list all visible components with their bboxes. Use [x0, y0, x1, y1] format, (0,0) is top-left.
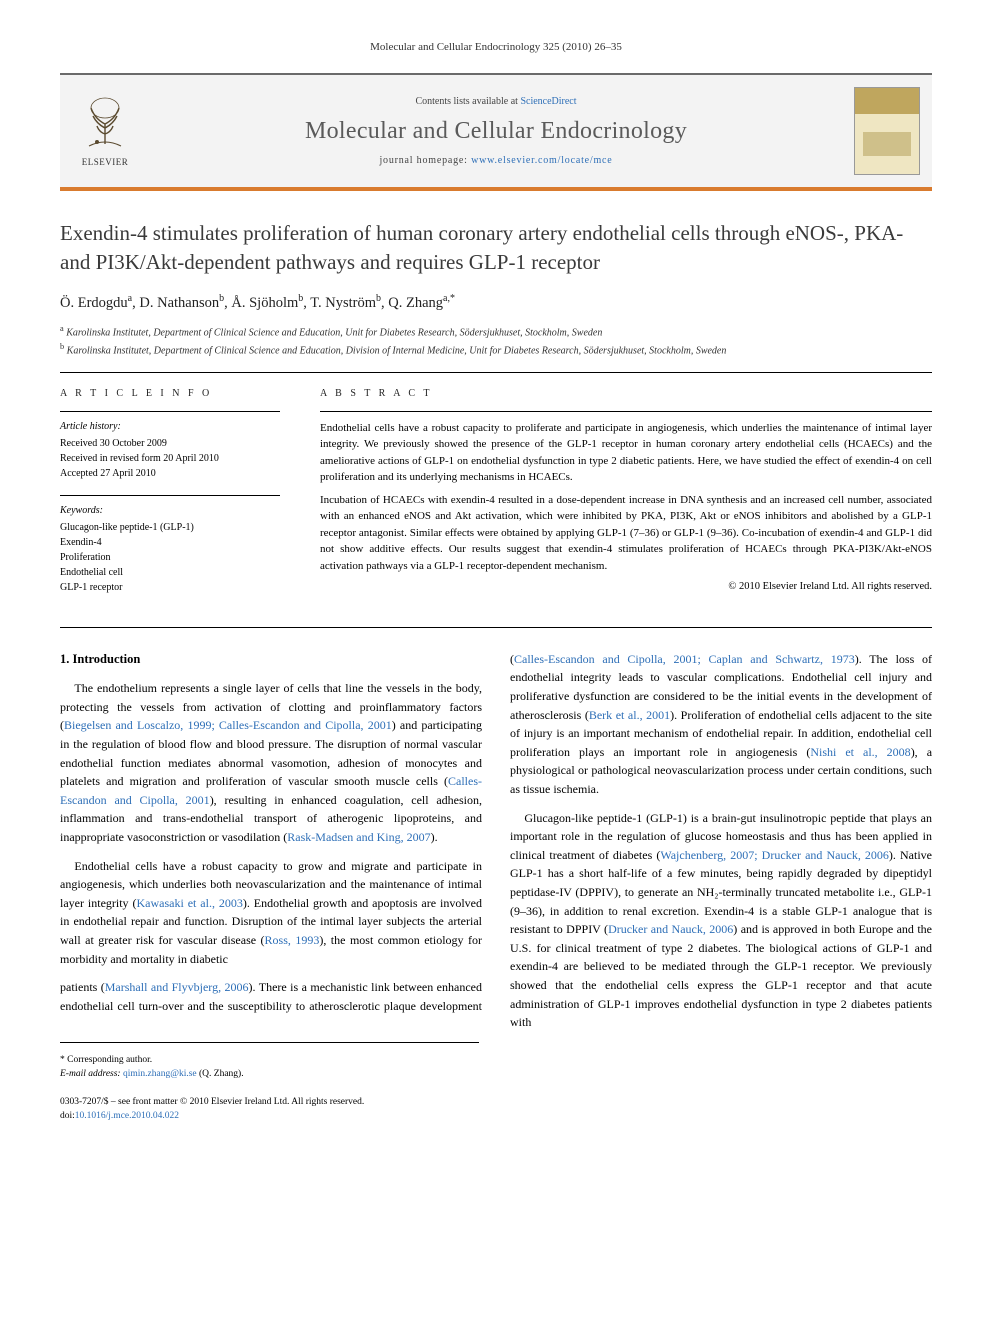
abstract-panel: A B S T R A C T Endothelial cells have a…: [320, 387, 932, 609]
section-heading-intro: 1. Introduction: [60, 650, 482, 669]
body-paragraph: Glucagon-like peptide-1 (GLP-1) is a bra…: [510, 809, 932, 1032]
corresponding-author-footnote: * Corresponding author. E-mail address: …: [60, 1042, 479, 1082]
affiliations: a Karolinska Institutet, Department of C…: [60, 323, 932, 358]
doi-link[interactable]: 10.1016/j.mce.2010.04.022: [75, 1111, 179, 1121]
keyword-line: Endothelial cell: [60, 565, 280, 580]
abstract-paragraph: Endothelial cells have a robust capacity…: [320, 420, 932, 486]
page-footer: 0303-7207/$ – see front matter © 2010 El…: [60, 1095, 932, 1124]
history-line: Received in revised form 20 April 2010: [60, 451, 280, 466]
divider: [60, 627, 932, 628]
citation-link[interactable]: Ross, 1993: [265, 933, 320, 947]
body-paragraph: Endothelial cells have a robust capacity…: [60, 857, 482, 969]
corr-author-label: * Corresponding author.: [60, 1055, 152, 1065]
article-info-panel: A R T I C L E I N F O Article history: R…: [60, 387, 280, 609]
publisher-name: ELSEVIER: [82, 156, 129, 169]
affiliation-line: b Karolinska Institutet, Department of C…: [60, 341, 932, 358]
citation-link[interactable]: Wajchenberg, 2007; Drucker and Nauck, 20…: [660, 848, 889, 862]
running-head: Molecular and Cellular Endocrinology 325…: [60, 40, 932, 55]
journal-name: Molecular and Cellular Endocrinology: [150, 115, 842, 149]
sciencedirect-link[interactable]: ScienceDirect: [520, 96, 576, 107]
citation-link[interactable]: Biegelsen and Loscalzo, 1999; Calles-Esc…: [64, 718, 392, 732]
homepage-prefix: journal homepage:: [379, 155, 471, 166]
journal-masthead: ELSEVIER Contents lists available at Sci…: [60, 73, 932, 191]
abstract-paragraph: Incubation of HCAECs with exendin-4 resu…: [320, 492, 932, 575]
keyword-line: Exendin-4: [60, 535, 280, 550]
homepage-line: journal homepage: www.elsevier.com/locat…: [150, 154, 842, 168]
email-label: E-mail address:: [60, 1069, 123, 1079]
doi-prefix: doi:: [60, 1111, 75, 1121]
journal-homepage-link[interactable]: www.elsevier.com/locate/mce: [471, 155, 612, 166]
publisher-block: ELSEVIER: [60, 75, 150, 187]
keyword-line: Proliferation: [60, 550, 280, 565]
history-label: Article history:: [60, 420, 280, 434]
author-list: Ö. Erdogdua, D. Nathansonb, Å. Sjöholmb,…: [60, 292, 932, 313]
citation-link[interactable]: Rask-Madsen and King, 2007: [287, 830, 430, 844]
copyright-line: © 2010 Elsevier Ireland Ltd. All rights …: [320, 580, 932, 595]
citation-link[interactable]: Calles-Escandon and Cipolla, 2001; Capla…: [514, 652, 855, 666]
history-line: Accepted 27 April 2010: [60, 466, 280, 481]
keyword-line: GLP-1 receptor: [60, 580, 280, 595]
citation-link[interactable]: Kawasaki et al., 2003: [136, 896, 242, 910]
keyword-line: Glucagon-like peptide-1 (GLP-1): [60, 520, 280, 535]
affiliation-line: a Karolinska Institutet, Department of C…: [60, 323, 932, 340]
email-link[interactable]: qimin.zhang@ki.se: [123, 1069, 197, 1079]
contents-available-line: Contents lists available at ScienceDirec…: [150, 95, 842, 109]
abstract-heading: A B S T R A C T: [320, 387, 932, 401]
body-paragraph: The endothelium represents a single laye…: [60, 679, 482, 846]
contents-prefix: Contents lists available at: [415, 96, 520, 107]
issn-line: 0303-7207/$ – see front matter © 2010 El…: [60, 1095, 932, 1109]
citation-link[interactable]: Marshall and Flyvbjerg, 2006: [105, 980, 249, 994]
citation-link[interactable]: Drucker and Nauck, 2006: [608, 922, 733, 936]
article-title: Exendin-4 stimulates proliferation of hu…: [60, 219, 932, 276]
journal-cover-thumb: [854, 87, 920, 175]
keywords-label: Keywords:: [60, 504, 280, 518]
citation-link[interactable]: Nishi et al., 2008: [810, 745, 910, 759]
article-body: 1. Introduction The endothelium represen…: [60, 650, 932, 1032]
elsevier-logo-icon: [75, 94, 135, 154]
citation-link[interactable]: Berk et al., 2001: [589, 708, 670, 722]
article-info-heading: A R T I C L E I N F O: [60, 387, 280, 401]
email-tail: (Q. Zhang).: [197, 1069, 244, 1079]
history-line: Received 30 October 2009: [60, 436, 280, 451]
